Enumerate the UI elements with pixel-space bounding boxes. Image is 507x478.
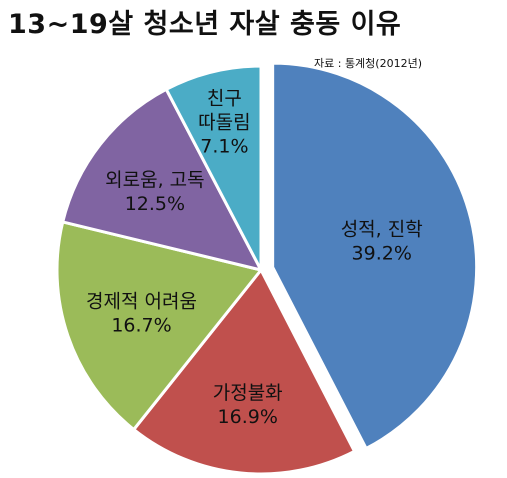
slice-value-5: 7.1% [200, 135, 248, 157]
slice-name-3: 경제적 어려움 [86, 290, 197, 312]
pie-slice-3 [55, 220, 264, 432]
pie-slice-4 [60, 87, 264, 273]
slice-value-3: 16.7% [111, 314, 171, 336]
slice-value-2: 16.9% [218, 406, 278, 428]
slice-name-4: 외로움, 고독 [105, 169, 204, 191]
slice-value-1: 39.2% [352, 243, 412, 265]
slice-value-4: 12.5% [125, 193, 185, 215]
slice-name-5: 친구 [207, 87, 242, 109]
slice-label-1: 성적, 진학 39.2% [341, 219, 423, 265]
pie-slice-5 [164, 64, 263, 271]
source-note: 자료 : 통계청(2012년) [314, 57, 422, 70]
slice-name-5: 따돌림 [198, 111, 250, 133]
pie-slice-2 [131, 267, 357, 476]
slice-name-1: 성적, 진학 [341, 219, 423, 241]
slice-label-5: 친구 따돌림 7.1% [198, 87, 250, 157]
chart-title: 13~19살 청소년 자살 충동 이유 [8, 9, 402, 40]
pie-slice-1 [271, 61, 479, 451]
slice-label-4: 외로움, 고독 12.5% [105, 169, 204, 215]
slice-name-2: 가정불화 [213, 382, 283, 404]
slice-label-3: 경제적 어려움 16.7% [86, 290, 197, 336]
slice-label-2: 가정불화 16.9% [213, 382, 283, 428]
